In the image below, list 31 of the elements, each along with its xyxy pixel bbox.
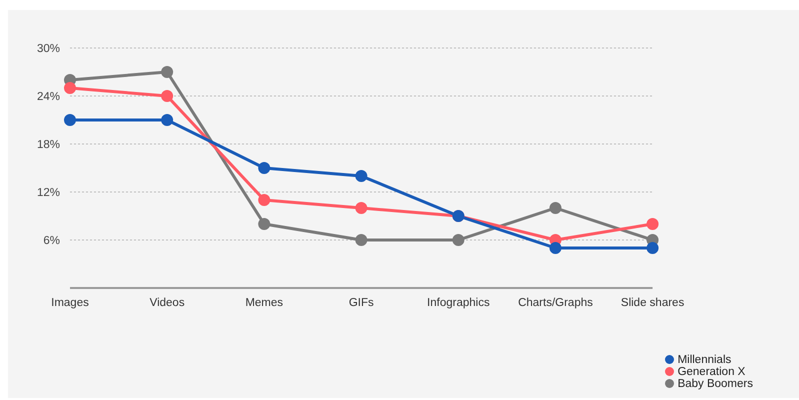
legend-label: Generation X [678,366,746,378]
point [452,234,464,246]
x-tick-label: Infographics [427,297,490,310]
y-tick-label: 18% [36,139,60,152]
point [355,234,368,246]
x-tick-label: Videos [150,297,185,310]
point [258,194,270,206]
point [161,114,174,126]
point [161,66,174,78]
x-tick-label: Memes [245,297,284,310]
x-tick-label: GIFs [348,297,374,310]
point [258,162,270,174]
point [355,202,368,214]
point [258,218,270,230]
y-tick-label: 12% [36,187,60,200]
point [161,90,174,102]
y-tick-label: 24% [36,91,60,104]
point [646,242,659,254]
x-tick-label: Images [51,297,90,310]
y-tick-label: 6% [43,235,60,248]
point [549,202,562,214]
point [355,170,368,182]
legend-label: Millennials [678,354,732,366]
point [549,242,562,254]
point [646,218,659,230]
x-tick-label: Charts/Graphs [518,297,594,310]
x-tick-label: Slide shares [620,297,684,310]
point [64,82,76,94]
y-tick-label: 30% [36,43,60,56]
point [64,114,76,126]
legend-label: Baby Boomers [678,378,753,390]
